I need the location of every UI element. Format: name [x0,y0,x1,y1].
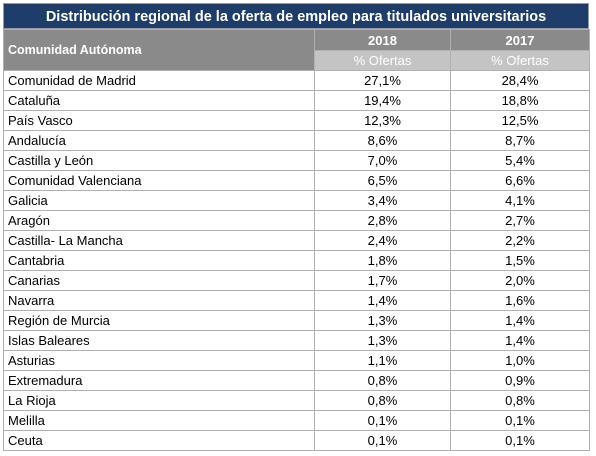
value-2017-cell: 18,8% [450,90,590,111]
value-2018-cell: 2,4% [314,230,451,251]
table-row: Canarias 1,7% 2,0% [3,270,590,291]
region-cell: Comunidad de Madrid [3,70,315,91]
regional-table: Comunidad Autónoma 2018 2017 % Ofertas %… [3,29,590,451]
region-cell: Región de Murcia [3,310,315,331]
value-2017-cell: 28,4% [450,70,590,91]
value-2018-cell: 1,7% [314,270,451,291]
subheader-2018-unit: % Ofertas [314,50,451,71]
table-title: Distribución regional de la oferta de em… [3,3,589,29]
value-2018-cell: 19,4% [314,90,451,111]
region-cell: Navarra [3,290,315,311]
region-cell: Canarias [3,270,315,291]
table-row: Región de Murcia 1,3% 1,4% [3,310,590,331]
value-2017-cell: 1,6% [450,290,590,311]
value-2018-cell: 1,3% [314,330,451,351]
region-cell: Islas Baleares [3,330,315,351]
table-row: Ceuta 0,1% 0,1% [3,430,590,451]
region-cell: Melilla [3,410,315,431]
table-row: Castilla- La Mancha 2,4% 2,2% [3,230,590,251]
table-row: Cantabria 1,8% 1,5% [3,250,590,271]
regional-table-container: Distribución regional de la oferta de em… [3,3,590,451]
table-row: Cataluña 19,4% 18,8% [3,90,590,111]
table-row: Castilla y León 7,0% 5,4% [3,150,590,171]
value-2017-cell: 2,0% [450,270,590,291]
value-2017-cell: 12,5% [450,110,590,131]
value-2017-cell: 0,9% [450,370,590,391]
region-cell: País Vasco [3,110,315,131]
region-cell: Ceuta [3,430,315,451]
column-header-region: Comunidad Autónoma [3,29,315,71]
value-2018-cell: 12,3% [314,110,451,131]
value-2017-cell: 5,4% [450,150,590,171]
value-2018-cell: 0,1% [314,430,451,451]
value-2018-cell: 0,8% [314,390,451,411]
column-header-2017: 2017 [450,29,590,51]
table-body: Comunidad de Madrid 27,1% 28,4% Cataluña 19,… [3,70,590,451]
table-row: Aragón 2,8% 2,7% [3,210,590,231]
value-2018-cell: 7,0% [314,150,451,171]
value-2018-cell: 1,3% [314,310,451,331]
subheader-2017-unit: % Ofertas [450,50,590,71]
value-2017-cell: 2,2% [450,230,590,251]
region-cell: Galicia [3,190,315,211]
table-row: Asturias 1,1% 1,0% [3,350,590,371]
value-2018-cell: 1,1% [314,350,451,371]
value-2017-cell: 8,7% [450,130,590,151]
value-2018-cell: 8,6% [314,130,451,151]
table-row: Melilla 0,1% 0,1% [3,410,590,431]
table-row: País Vasco 12,3% 12,5% [3,110,590,131]
value-2018-cell: 1,4% [314,290,451,311]
table-row: Navarra 1,4% 1,6% [3,290,590,311]
table-row: Comunidad Valenciana 6,5% 6,6% [3,170,590,191]
value-2017-cell: 1,4% [450,330,590,351]
region-cell: Cantabria [3,250,315,271]
value-2018-cell: 1,8% [314,250,451,271]
region-cell: Comunidad Valenciana [3,170,315,191]
value-2017-cell: 0,1% [450,410,590,431]
table-row: La Rioja 0,8% 0,8% [3,390,590,411]
value-2017-cell: 6,6% [450,170,590,191]
region-cell: Castilla y León [3,150,315,171]
value-2017-cell: 1,4% [450,310,590,331]
value-2017-cell: 0,1% [450,430,590,451]
value-2018-cell: 0,1% [314,410,451,431]
region-cell: Andalucía [3,130,315,151]
table-row: Comunidad de Madrid 27,1% 28,4% [3,70,590,91]
value-2017-cell: 1,0% [450,350,590,371]
region-cell: Cataluña [3,90,315,111]
table-row: Andalucía 8,6% 8,7% [3,130,590,151]
value-2017-cell: 1,5% [450,250,590,271]
value-2017-cell: 0,8% [450,390,590,411]
value-2018-cell: 0,8% [314,370,451,391]
region-cell: Castilla- La Mancha [3,230,315,251]
table-row: Extremadura 0,8% 0,9% [3,370,590,391]
region-cell: La Rioja [3,390,315,411]
value-2018-cell: 3,4% [314,190,451,211]
value-2018-cell: 6,5% [314,170,451,191]
value-2018-cell: 2,8% [314,210,451,231]
table-row: Galicia 3,4% 4,1% [3,190,590,211]
value-2017-cell: 2,7% [450,210,590,231]
region-cell: Extremadura [3,370,315,391]
column-header-2018: 2018 [314,29,451,51]
table-row: Islas Baleares 1,3% 1,4% [3,330,590,351]
region-cell: Aragón [3,210,315,231]
region-cell: Asturias [3,350,315,371]
value-2018-cell: 27,1% [314,70,451,91]
value-2017-cell: 4,1% [450,190,590,211]
